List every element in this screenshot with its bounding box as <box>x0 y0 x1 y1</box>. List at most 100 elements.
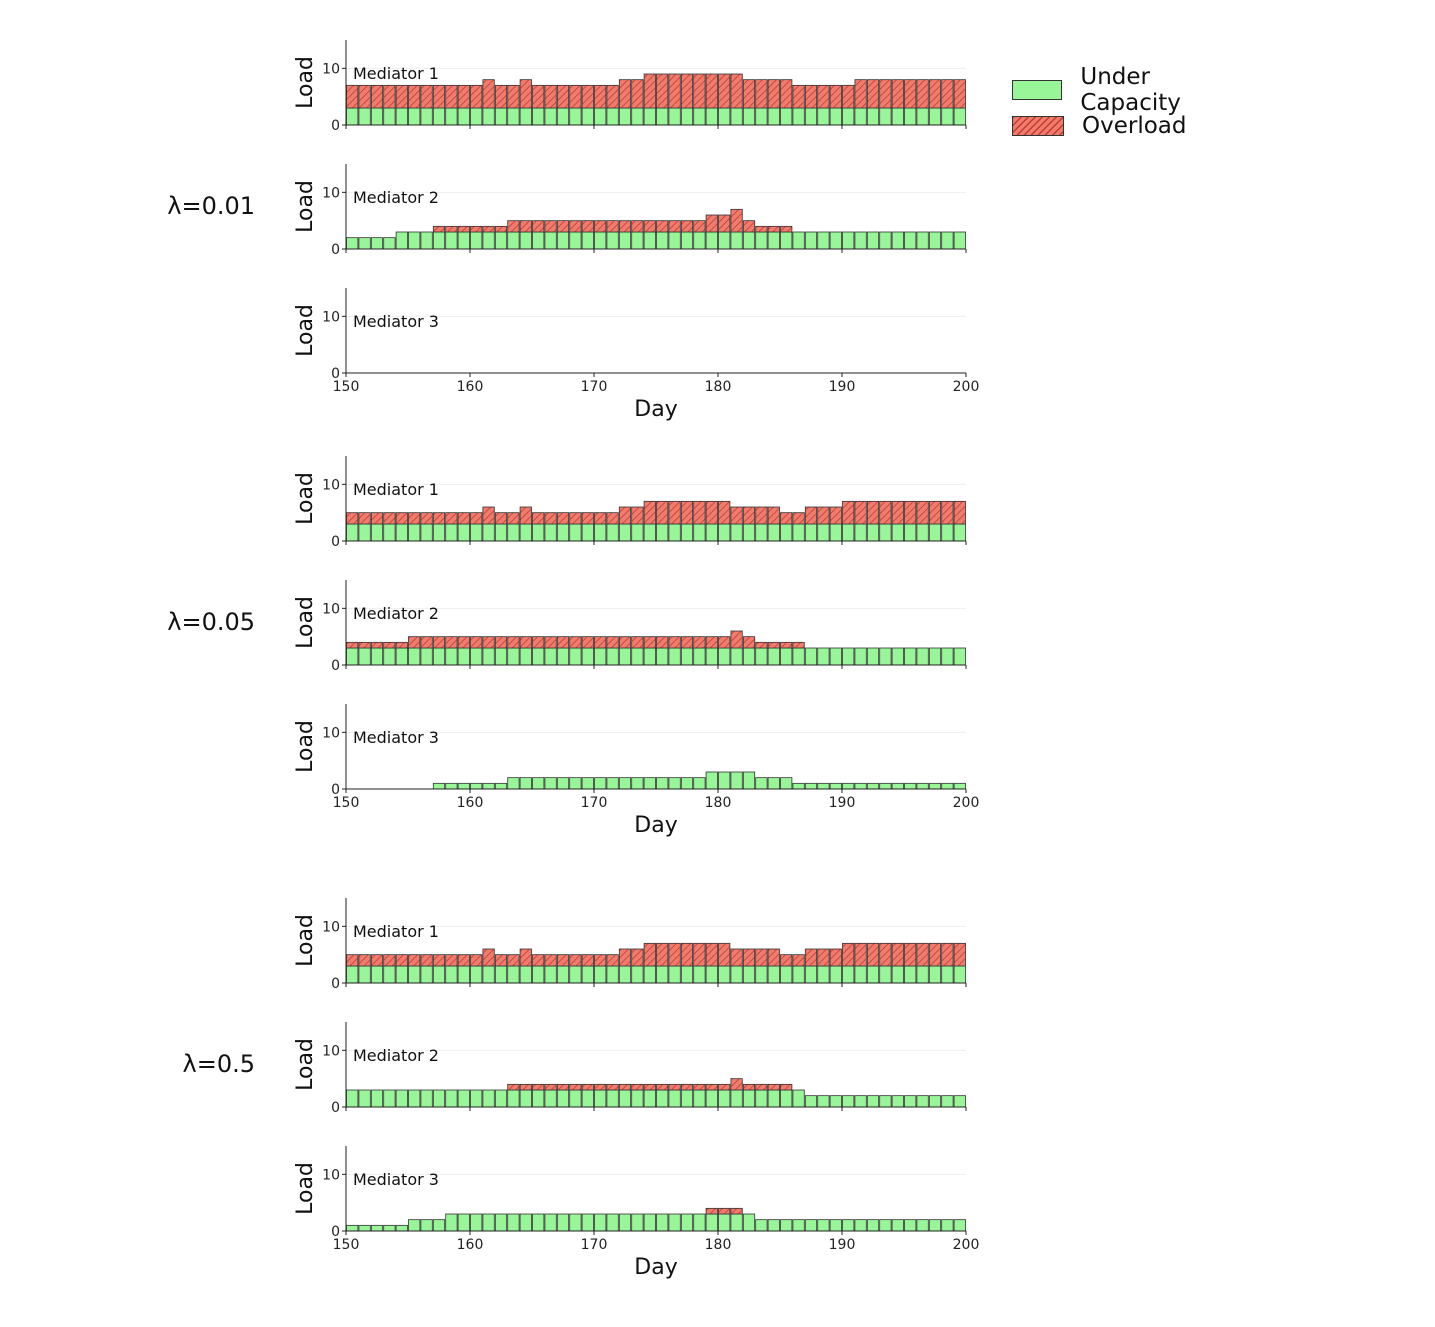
bar-over-day-199 <box>953 942 966 967</box>
bar-over-day-166 <box>544 636 557 649</box>
bar-under-day-158 <box>445 965 458 984</box>
bar-under-day-163 <box>507 523 520 542</box>
bar-under-day-191 <box>854 1219 867 1232</box>
bar-under-day-191 <box>854 1095 867 1108</box>
legend-swatch-overload <box>1012 116 1064 136</box>
bar-over-day-183 <box>755 225 768 233</box>
bar-under-day-181 <box>730 647 743 666</box>
bar-over-day-181 <box>730 1207 743 1215</box>
bar-over-day-162 <box>494 512 508 525</box>
bar-under-day-193 <box>879 647 892 666</box>
bar-under-day-164 <box>519 231 532 250</box>
bar-under-day-151 <box>358 523 371 542</box>
bar-under-day-155 <box>408 107 421 126</box>
bar-over-day-158 <box>445 225 458 233</box>
bar-over-day-164 <box>519 506 532 525</box>
bar-over-day-176 <box>668 636 681 649</box>
bar-under-day-181 <box>730 107 743 126</box>
bar-under-day-188 <box>817 1219 830 1232</box>
bar-under-day-154 <box>395 647 408 666</box>
bar-under-day-163 <box>507 1089 520 1108</box>
legend: Under Capacity Overload <box>1012 64 1252 139</box>
bar-under-day-162 <box>494 965 508 984</box>
bar-over-day-153 <box>383 954 396 967</box>
bar-over-day-172 <box>618 506 632 525</box>
bar-over-day-150 <box>346 954 359 967</box>
bar-over-day-157 <box>432 636 446 649</box>
bar-over-day-168 <box>569 1083 582 1091</box>
bar-under-day-170 <box>594 1089 607 1108</box>
bar-over-day-177 <box>680 500 694 525</box>
bar-over-day-172 <box>618 636 632 649</box>
bar-under-day-152 <box>370 647 384 666</box>
bar-over-day-162 <box>494 225 508 233</box>
y-tick-label: 10 <box>322 1043 340 1059</box>
bar-under-day-157 <box>432 523 446 542</box>
bar-over-day-166 <box>544 954 557 967</box>
bar-over-day-161 <box>482 79 495 109</box>
bar-under-day-161 <box>482 1213 495 1232</box>
bar-under-day-167 <box>556 1089 570 1108</box>
bar-under-day-186 <box>792 1089 805 1108</box>
bar-over-day-155 <box>408 512 421 525</box>
bar-under-day-175 <box>656 107 669 126</box>
bar-over-day-190 <box>842 942 855 967</box>
bar-over-day-151 <box>358 641 371 649</box>
bar-under-day-197 <box>928 107 942 126</box>
bar-over-day-162 <box>494 636 508 649</box>
bar-under-day-166 <box>544 1089 557 1108</box>
bar-over-day-182 <box>742 506 756 525</box>
bar-under-day-166 <box>544 523 557 542</box>
bar-under-day-195 <box>904 782 917 790</box>
bar-under-day-161 <box>482 231 495 250</box>
bar-under-day-189 <box>829 647 842 666</box>
bar-over-day-195 <box>904 942 917 967</box>
bar-under-day-184 <box>767 107 780 126</box>
bar-under-day-165 <box>532 777 545 790</box>
bar-under-day-183 <box>755 231 768 250</box>
bar-under-day-177 <box>680 647 694 666</box>
bar-over-day-168 <box>569 84 582 109</box>
bar-over-day-172 <box>618 79 632 109</box>
bar-under-day-169 <box>581 523 594 542</box>
bar-over-day-154 <box>395 84 408 109</box>
bar-under-day-183 <box>755 1089 768 1108</box>
bar-under-day-154 <box>395 1089 408 1108</box>
bar-under-day-155 <box>408 965 421 984</box>
bar-over-day-167 <box>556 954 570 967</box>
bar-under-day-191 <box>854 965 867 984</box>
bar-under-day-196 <box>916 523 929 542</box>
bar-under-day-181 <box>730 771 743 790</box>
bar-under-day-157 <box>432 1089 446 1108</box>
x-axis-label: Day <box>634 1255 677 1280</box>
bar-under-day-199 <box>953 107 966 126</box>
bar-under-day-187 <box>804 231 818 250</box>
x-tick-label: 170 <box>581 1237 608 1253</box>
bar-over-day-178 <box>693 500 706 525</box>
bar-over-day-192 <box>866 942 880 967</box>
bar-under-day-168 <box>569 523 582 542</box>
bar-under-day-168 <box>569 231 582 250</box>
bar-under-day-167 <box>556 777 570 790</box>
y-axis-label: Load <box>293 914 318 967</box>
bar-under-day-186 <box>792 107 805 126</box>
bar-over-day-181 <box>730 506 743 525</box>
bar-over-day-165 <box>532 220 545 233</box>
bar-under-day-192 <box>866 523 880 542</box>
bar-under-day-176 <box>668 107 681 126</box>
x-tick-label: 160 <box>457 379 484 395</box>
bar-over-day-156 <box>420 512 433 525</box>
bar-under-day-188 <box>817 107 830 126</box>
bar-over-day-152 <box>370 84 384 109</box>
bar-under-day-153 <box>383 523 396 542</box>
bar-over-day-182 <box>742 79 756 109</box>
bar-under-day-154 <box>395 523 408 542</box>
bar-under-day-196 <box>916 1219 929 1232</box>
bar-over-day-172 <box>618 220 632 233</box>
bar-under-day-153 <box>383 107 396 126</box>
x-axis-label: Day <box>634 397 677 422</box>
bar-under-day-196 <box>916 107 929 126</box>
